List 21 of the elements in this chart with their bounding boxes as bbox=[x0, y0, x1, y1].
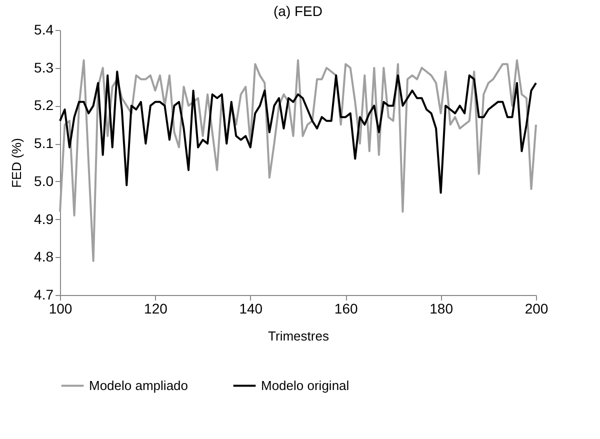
x-tick-label: 100 bbox=[48, 300, 72, 316]
x-axis-title: Trimestres bbox=[268, 328, 330, 344]
y-tick-label: 5.0 bbox=[34, 172, 54, 189]
legend-label: Modelo ampliado bbox=[89, 378, 188, 393]
line-series bbox=[59, 59, 537, 262]
legend-label: Modelo original bbox=[261, 378, 350, 393]
y-tick-label: 4.9 bbox=[34, 210, 54, 227]
y-tick-label: 4.8 bbox=[34, 248, 54, 265]
x-tick-label: 120 bbox=[144, 300, 168, 316]
x-tick-label: 140 bbox=[239, 300, 263, 316]
y-tick-label: 5.4 bbox=[34, 22, 54, 38]
x-tick-label: 180 bbox=[430, 300, 454, 316]
x-tick-label: 160 bbox=[334, 300, 358, 316]
y-tick-label: 5.2 bbox=[34, 97, 54, 114]
chart-title: (a) FED bbox=[274, 3, 322, 19]
y-axis-title: FED (%) bbox=[9, 138, 24, 188]
line-series bbox=[59, 70, 537, 194]
y-tick-label: 5.3 bbox=[34, 59, 54, 76]
y-tick-label: 4.7 bbox=[34, 286, 54, 302]
x-tick-label: 200 bbox=[524, 300, 548, 316]
y-tick-label: 5.1 bbox=[34, 135, 54, 152]
